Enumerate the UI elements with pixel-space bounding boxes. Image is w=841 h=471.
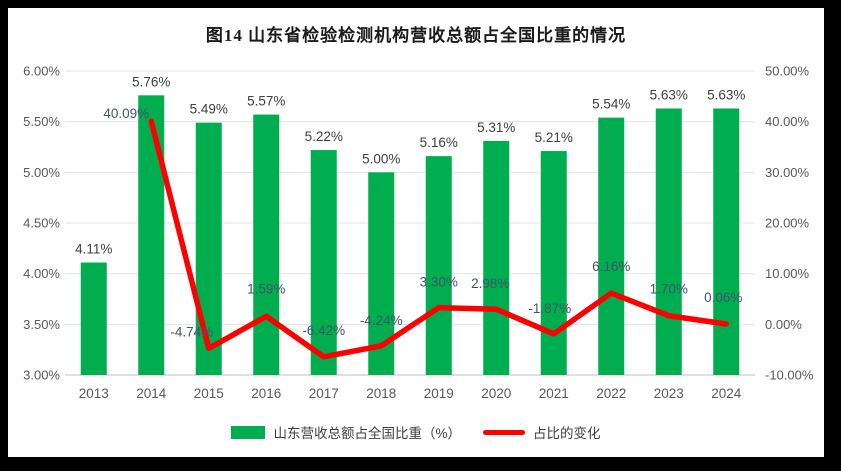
bar-2014 xyxy=(138,95,165,375)
bar-2024 xyxy=(713,108,740,375)
bar-data-label: 5.49% xyxy=(190,102,228,117)
bar-data-label: 5.16% xyxy=(420,135,458,150)
right-axis-tick-label: 0.00% xyxy=(765,317,802,332)
chart-window: 图14 山东省检验检测机构营收总额占全国比重的情况 6.00% 5.50% 5.00… xyxy=(8,8,824,457)
bar-2021 xyxy=(540,151,567,375)
line-data-label: 2.98% xyxy=(471,276,509,291)
bar-2019 xyxy=(425,156,452,375)
x-axis-category-label: 2024 xyxy=(711,386,742,401)
x-axis-category-label: 2021 xyxy=(539,386,569,401)
line-series-swatch-icon xyxy=(483,429,525,435)
right-axis-tick-label: -10.00% xyxy=(765,368,814,383)
legend-item-line-series: 占比的变化 xyxy=(483,422,601,442)
bar-2023 xyxy=(655,108,682,375)
bar-data-label: 5.31% xyxy=(477,120,515,135)
x-axis-category-label: 2019 xyxy=(424,386,454,401)
x-axis-category-label: 2022 xyxy=(596,386,626,401)
right-axis-tick-label: 20.00% xyxy=(765,216,810,231)
x-axis-category-label: 2020 xyxy=(481,386,511,401)
line-data-label: 0.06% xyxy=(704,290,742,305)
bar-2015 xyxy=(195,122,222,376)
change-rate-line xyxy=(148,118,729,360)
left-axis-tick-label: 4.50% xyxy=(23,216,60,231)
line-series-legend-label: 占比的变化 xyxy=(533,426,601,441)
bar-series-swatch-icon xyxy=(231,425,266,439)
line-data-label: -6.42% xyxy=(302,323,345,338)
bar-2013 xyxy=(80,262,107,375)
bar-data-label: 5.54% xyxy=(592,97,630,112)
left-axis-tick-label: 5.00% xyxy=(23,165,60,180)
x-axis-category-label: 2013 xyxy=(79,386,109,401)
x-axis-category-label: 2023 xyxy=(654,386,684,401)
line-data-label: 40.09% xyxy=(103,106,149,121)
left-axis-tick-label: 4.00% xyxy=(23,266,60,281)
line-data-label: 6.16% xyxy=(592,259,630,274)
chart-legend: 山东营收总额占全国比重（%） 占比的变化 xyxy=(8,422,824,442)
left-axis-tick-label: 5.50% xyxy=(23,114,60,129)
bar-data-label: 4.11% xyxy=(75,242,112,257)
bar-series-legend-label: 山东营收总额占全国比重（%） xyxy=(273,426,461,441)
left-axis-tick-label: 3.50% xyxy=(23,317,60,332)
line-data-label: 3.30% xyxy=(420,275,458,290)
line-data-label: 1.70% xyxy=(650,282,688,297)
left-axis-tick-label: 3.00% xyxy=(23,368,60,383)
line-data-label: -4.24% xyxy=(360,313,403,328)
x-axis-category-label: 2016 xyxy=(251,386,281,401)
bar-data-label: 5.76% xyxy=(132,74,170,89)
right-axis-tick-label: 50.00% xyxy=(765,64,810,79)
x-axis-category-label: 2017 xyxy=(309,386,339,401)
bar-data-label: 5.22% xyxy=(305,129,343,144)
x-axis-category-label: 2014 xyxy=(136,386,167,401)
combo-chart-plot-area: 6.00% 5.50% 5.00% 4.50% 4.00% 3.50% 3.00% 50.00… xyxy=(23,64,814,402)
right-axis-tick-label: 10.00% xyxy=(765,266,810,281)
bar-data-label: 5.63% xyxy=(650,87,688,102)
bar-data-label: 5.57% xyxy=(247,94,285,109)
right-axis-tick-label: 30.00% xyxy=(765,165,810,180)
bar-data-label: 5.63% xyxy=(707,87,745,102)
bar-2017 xyxy=(310,150,337,375)
chart-title: 图14 山东省检验检测机构营收总额占全国比重的情况 xyxy=(205,26,627,45)
bar-data-label: 5.00% xyxy=(362,151,400,166)
x-axis-category-label: 2015 xyxy=(194,386,224,401)
right-axis-tick-label: 40.00% xyxy=(765,114,810,129)
bar-2022 xyxy=(598,117,625,375)
line-data-label: -4.74% xyxy=(170,324,213,339)
bar-data-label: 5.21% xyxy=(535,130,573,145)
legend-item-bar-series: 山东营收总额占全国比重（%） xyxy=(231,422,461,442)
line-data-label: -1.87% xyxy=(528,301,571,316)
x-axis-category-label: 2018 xyxy=(366,386,396,401)
bar-2020 xyxy=(483,140,510,375)
left-axis-tick-label: 6.00% xyxy=(23,64,60,79)
bar-2016 xyxy=(253,114,280,375)
line-data-label: 1.59% xyxy=(247,281,285,296)
